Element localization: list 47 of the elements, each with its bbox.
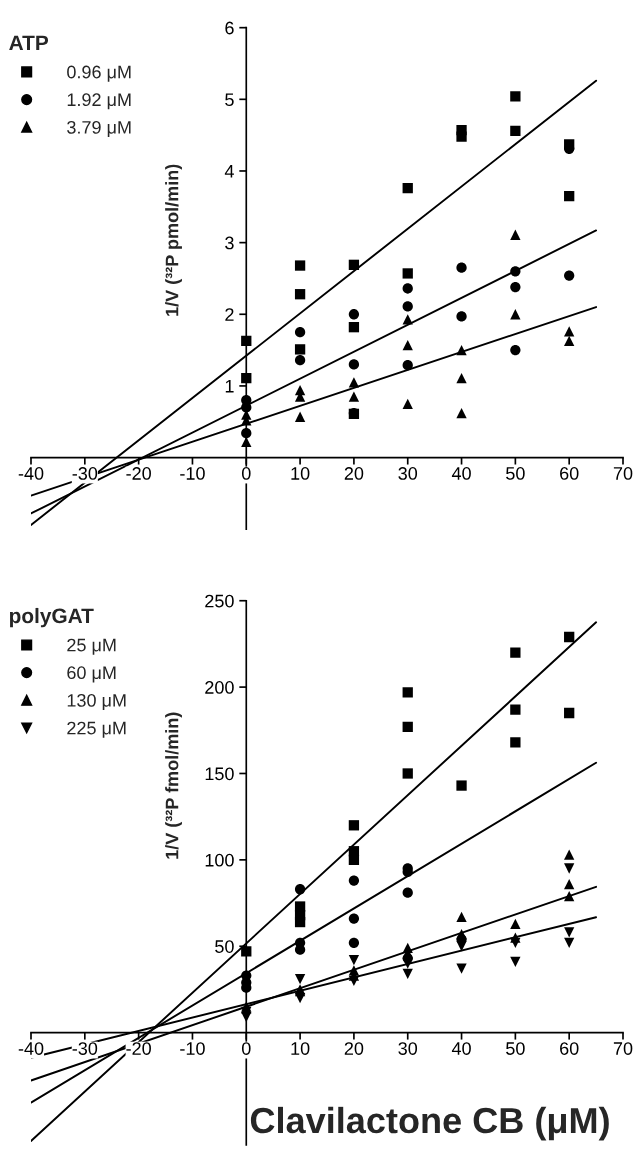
- y-tick-label: 250: [205, 594, 234, 608]
- x-tick-label: -20: [126, 1042, 151, 1055]
- x-tick-label: -20: [126, 467, 151, 480]
- x-tick-label: -30: [72, 1042, 98, 1055]
- y-tick-label: 2: [225, 308, 234, 321]
- x-tick-label: 10: [291, 1042, 310, 1055]
- y-tick-label: 3: [225, 236, 234, 250]
- y-tick-label: 1: [225, 380, 234, 393]
- x-tick-label: -40: [18, 1042, 44, 1055]
- x-tick-label: 40: [451, 1042, 471, 1055]
- x-tick-label: 0: [241, 467, 251, 480]
- y-tick-label: 6: [225, 21, 234, 35]
- x-tick-label: 0: [241, 1042, 251, 1055]
- y-tick-label: 200: [205, 681, 234, 694]
- legend-label: 60 μM: [67, 666, 116, 683]
- x-tick-label: 20: [344, 467, 364, 480]
- y-axis-title: 1/V (³²P fmol/min): [165, 712, 182, 859]
- x-tick-label: 60: [560, 467, 579, 480]
- x-tick-label: 70: [613, 467, 633, 480]
- legend-label: 225 μM: [67, 721, 126, 738]
- y-tick-label: 5: [225, 93, 234, 107]
- y-tick-label: 150: [205, 767, 234, 781]
- x-tick-label: 10: [291, 467, 310, 480]
- y-tick-label: 50: [215, 940, 234, 953]
- y-tick-label: 4: [224, 165, 234, 178]
- legend-title: ATP: [9, 35, 49, 50]
- x-tick-label: 60: [560, 1042, 579, 1055]
- legend-title: polyGAT: [10, 607, 94, 628]
- x-tick-label: -10: [180, 467, 205, 480]
- x-tick-label: 50: [506, 1042, 525, 1055]
- x-tick-label: -10: [180, 1042, 205, 1055]
- y-tick-label: 100: [205, 853, 234, 867]
- x-tick-label: 20: [344, 1042, 364, 1055]
- y-axis-title: 1/V (³²P pmol/min): [165, 164, 182, 316]
- x-tick-label: -40: [18, 467, 44, 480]
- x-tick-label: 40: [451, 467, 471, 480]
- legend-label: 25 μM: [67, 638, 116, 655]
- legend-label: 1.92 μM: [67, 93, 131, 110]
- x-tick-label: -30: [72, 467, 98, 480]
- x-tick-label: 50: [506, 467, 525, 480]
- x-axis-title: Clavilactone CB (μM): [250, 1106, 609, 1141]
- x-tick-label: 70: [613, 1042, 633, 1055]
- legend-label: 130 μM: [67, 693, 126, 711]
- legend-label: 0.96 μM: [67, 65, 131, 82]
- legend-label: 3.79 μM: [67, 120, 131, 138]
- x-tick-label: 30: [398, 467, 418, 480]
- x-tick-label: 30: [398, 1042, 418, 1055]
